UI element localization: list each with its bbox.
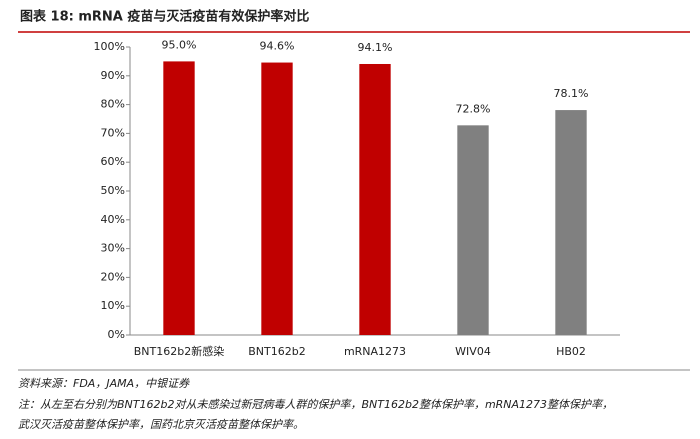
x-tick-label: HB02 — [556, 345, 586, 358]
y-tick-label: 50% — [101, 184, 125, 197]
value-label: 78.1% — [554, 87, 589, 100]
chart-title: 图表 18: mRNA 疫苗与灭活疫苗有效保护率对比 — [20, 9, 309, 25]
x-tick-label: mRNA1273 — [344, 345, 406, 358]
y-tick-label: 10% — [101, 299, 125, 312]
y-tick-label: 0% — [108, 328, 125, 341]
y-tick-label: 20% — [101, 270, 125, 283]
x-tick-label: BNT162b2新感染 — [134, 344, 224, 358]
bar — [261, 62, 293, 335]
y-tick-label: 40% — [101, 213, 125, 226]
value-label: 94.6% — [260, 40, 295, 53]
value-label: 95.0% — [162, 38, 197, 51]
x-tick-label: BNT162b2 — [248, 345, 305, 358]
note: 注：从左至右分别为BNT162b2对从未感染过新冠病毒人群的保护率，BNT162… — [18, 398, 614, 431]
bar — [163, 61, 195, 336]
x-tick-label: WIV04 — [455, 345, 491, 358]
y-tick-label: 70% — [101, 126, 125, 139]
value-label: 72.8% — [456, 102, 491, 115]
source: 资料来源：FDA，JAMA，中银证券 — [18, 377, 190, 390]
y-tick-label: 80% — [101, 98, 125, 111]
bar — [555, 110, 587, 336]
value-label: 94.1% — [358, 41, 393, 54]
y-tick-label: 90% — [101, 69, 125, 82]
bar — [457, 125, 489, 335]
y-tick-label: 60% — [101, 155, 125, 168]
y-tick-label: 100% — [94, 40, 125, 53]
y-tick-label: 30% — [101, 242, 125, 255]
bar — [359, 63, 391, 335]
